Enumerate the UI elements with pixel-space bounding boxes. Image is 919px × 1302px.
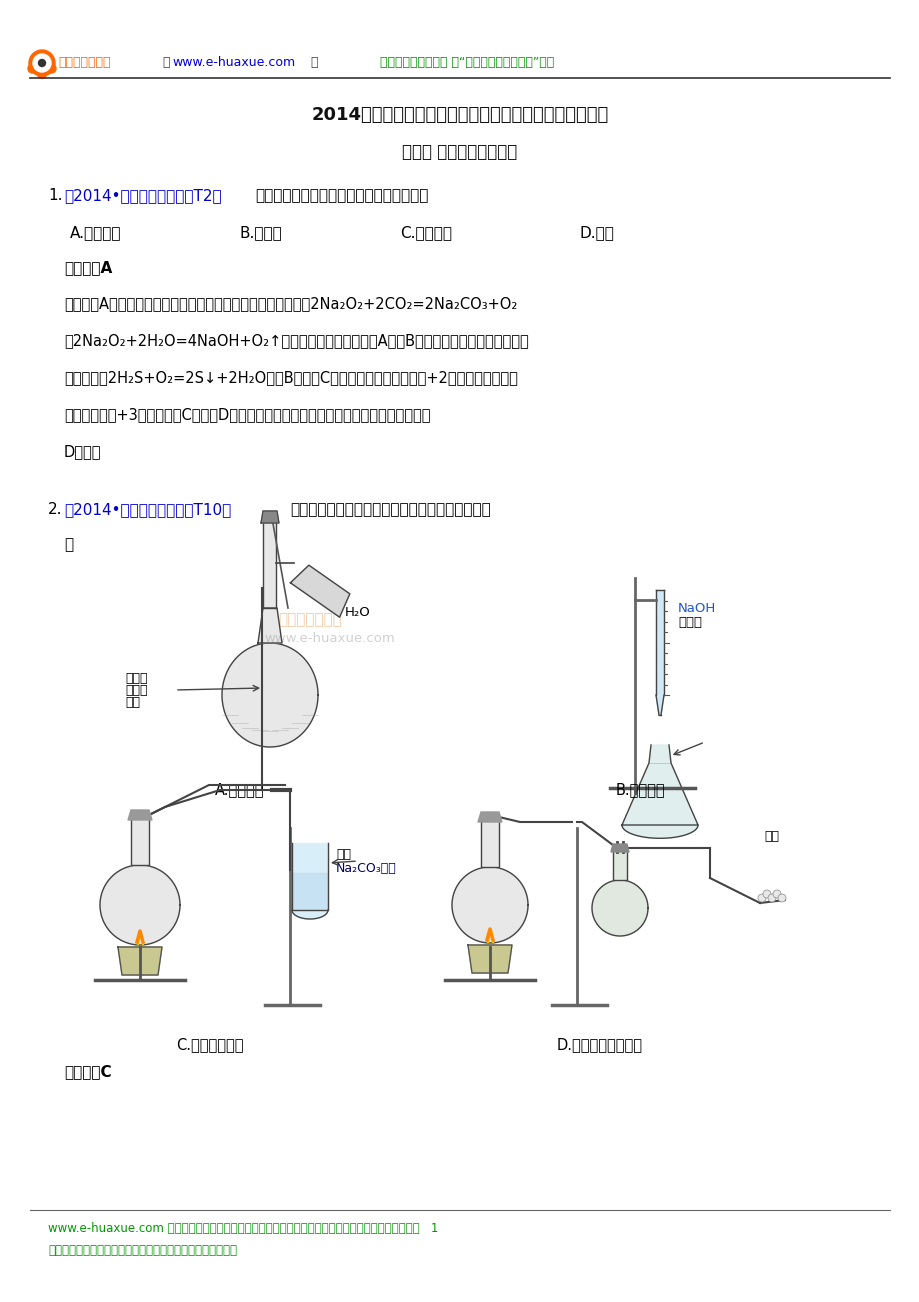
Text: H₂O: H₂O: [345, 607, 370, 620]
Circle shape: [47, 64, 56, 73]
Polygon shape: [292, 874, 326, 910]
Text: 1.: 1.: [48, 189, 62, 203]
Text: 氧气氧化生成+3价而变质，C不选；D、苯酚中的酚羟基易被空气中的氧气氧化而显紫色，: 氧气氧化生成+3价而变质，C不选；D、苯酚中的酚羟基易被空气中的氧气氧化而显紫色…: [64, 408, 430, 423]
Text: 下列试剑不会因为空气中的氧气而变质的是: 下列试剑不会因为空气中的氧气而变质的是: [255, 189, 428, 203]
Polygon shape: [621, 763, 698, 825]
Polygon shape: [100, 865, 180, 945]
Polygon shape: [592, 880, 647, 936]
Polygon shape: [291, 842, 328, 910]
Polygon shape: [118, 947, 162, 975]
Circle shape: [777, 894, 785, 902]
Polygon shape: [290, 565, 349, 617]
Text: 中学化学资料网: 中学化学资料网: [278, 612, 342, 628]
Polygon shape: [257, 608, 282, 643]
Text: C.硫酸亚铁: C.硫酸亚铁: [400, 225, 451, 241]
Text: 、2Na₂O₂+2H₂O=4NaOH+O₂↑），与氧气无任何关系，A选；B、氮硫酸易被空气中的氧气氧: 、2Na₂O₂+2H₂O=4NaOH+O₂↑），与氧气无任何关系，A选；B、氮硫…: [64, 333, 528, 349]
Text: 是: 是: [64, 538, 73, 552]
Text: D.苯酚: D.苯酚: [579, 225, 614, 241]
Circle shape: [39, 60, 45, 66]
Polygon shape: [291, 910, 328, 919]
Text: （2014•山东理综化学卷，T10）: （2014•山东理综化学卷，T10）: [64, 503, 231, 517]
Text: （: （: [162, 56, 169, 69]
Text: www.e-huaxue.com: www.e-huaxue.com: [172, 56, 295, 69]
Circle shape: [762, 894, 770, 902]
Text: A.过氧化钐: A.过氧化钐: [70, 225, 121, 241]
Text: 目录、知识体系编排。资源丰富，更新及时。欢迎上传下载。: 目录、知识体系编排。资源丰富，更新及时。欢迎上传下载。: [48, 1243, 237, 1256]
Text: 刻度线: 刻度线: [125, 684, 147, 697]
Text: 【解析】A、过氧化钐和空气中二氧化碗、水蒸气反应而变质（2Na₂O₂+2CO₂=2Na₂CO₃+O₂: 【解析】A、过氧化钐和空气中二氧化碗、水蒸气反应而变质（2Na₂O₂+2CO₂=…: [64, 297, 516, 311]
Polygon shape: [468, 945, 512, 973]
Polygon shape: [612, 852, 627, 880]
Text: NaOH: NaOH: [677, 602, 716, 615]
Polygon shape: [655, 590, 664, 695]
Text: www.e-huaxue.com 集全国化学资料精华，按四套教材（旧人教版、新标准人教版、苏教版、鲁科版）   1: www.e-huaxue.com 集全国化学资料精华，按四套教材（旧人教版、新标…: [48, 1221, 437, 1234]
Text: B.中和滴定: B.中和滴定: [615, 783, 664, 798]
Text: 【答案】A: 【答案】A: [64, 260, 112, 276]
Text: （2014•上海单科化学卷，T2）: （2014•上海单科化学卷，T2）: [64, 189, 221, 203]
Circle shape: [772, 892, 780, 900]
Text: 2014年普通高等学校招生全国统一考试化学试题分类汇编: 2014年普通高等学校招生全国统一考试化学试题分类汇编: [311, 105, 608, 124]
Text: 中学化学资料网: 中学化学资料网: [58, 56, 110, 69]
Text: 专题六 非金属及其化合物: 专题六 非金属及其化合物: [402, 143, 517, 161]
Polygon shape: [478, 812, 502, 822]
Polygon shape: [621, 825, 698, 838]
Text: 【答案】C: 【答案】C: [64, 1065, 111, 1079]
Text: 棉花: 棉花: [764, 829, 778, 842]
Polygon shape: [610, 844, 629, 852]
Text: 待测液: 待测液: [677, 617, 701, 629]
Text: Na₂CO₃溶液: Na₂CO₃溶液: [335, 862, 396, 875]
Text: ）: ）: [310, 56, 317, 69]
Text: A.配制溶液: A.配制溶液: [215, 783, 265, 798]
Text: D.制取收集干燥氯气: D.制取收集干燥氯气: [556, 1038, 642, 1052]
Polygon shape: [263, 523, 277, 608]
Text: 2.: 2.: [48, 503, 62, 517]
Text: 饱和: 饱和: [335, 849, 351, 862]
Polygon shape: [648, 745, 670, 763]
Text: 集各地最新资料精华 按“教材目录、知识体系”编排: 集各地最新资料精华 按“教材目录、知识体系”编排: [380, 56, 553, 69]
Circle shape: [38, 69, 47, 78]
Circle shape: [767, 891, 775, 898]
Circle shape: [757, 892, 766, 900]
Circle shape: [28, 64, 37, 73]
Text: C.制备乙酸乙酯: C.制备乙酸乙酯: [176, 1038, 244, 1052]
Polygon shape: [130, 820, 149, 865]
Polygon shape: [221, 643, 318, 747]
Polygon shape: [655, 695, 664, 715]
Polygon shape: [481, 822, 498, 867]
Text: 相切: 相切: [125, 695, 140, 708]
Text: B.氮硫酸: B.氮硫酸: [240, 225, 282, 241]
Text: 液面与: 液面与: [125, 672, 147, 685]
Polygon shape: [451, 867, 528, 943]
Text: 下列实验操作或装置（略去部分加持付器）正确的: 下列实验操作或装置（略去部分加持付器）正确的: [289, 503, 490, 517]
Circle shape: [33, 53, 51, 72]
Text: www.e-huaxue.com: www.e-huaxue.com: [265, 631, 395, 644]
Text: D不选。: D不选。: [64, 444, 101, 460]
Text: 化而变质（2H₂S+O₂=2S↓+2H₂O），B不选；C、硫酸亚铁中的铁元素是+2价，易被空气中的: 化而变质（2H₂S+O₂=2S↓+2H₂O），B不选；C、硫酸亚铁中的铁元素是+…: [64, 371, 517, 385]
Polygon shape: [128, 810, 152, 820]
Circle shape: [29, 49, 55, 76]
Polygon shape: [261, 510, 278, 523]
